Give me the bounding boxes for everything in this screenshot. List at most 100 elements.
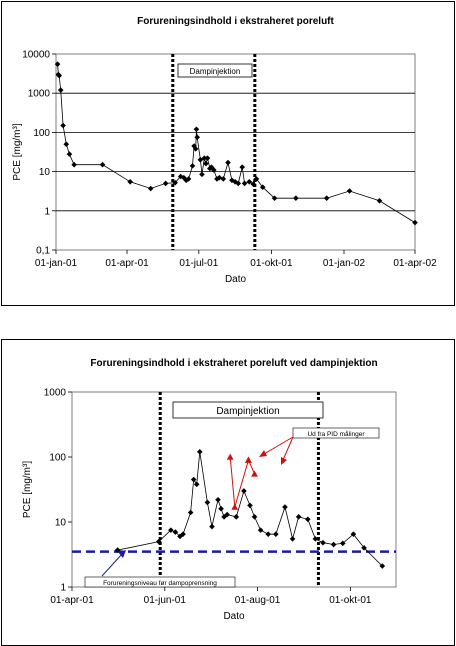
y-tick-label: 0,1: [36, 246, 50, 257]
data-point: [241, 180, 248, 187]
data-point: [221, 514, 227, 520]
annotation-arrow: [282, 436, 294, 461]
data-point: [214, 176, 220, 182]
x-axis-label: Dato: [225, 274, 247, 285]
data-point: [191, 143, 197, 149]
data-point: [181, 174, 187, 181]
chart-panel-1: Forureningsindhold i ekstraheret poreluf…: [1, 1, 455, 306]
annotation-box: [84, 576, 236, 588]
data-point: [361, 545, 367, 551]
data-point: [229, 177, 235, 184]
data-point: [180, 531, 186, 537]
data-point: [259, 184, 266, 190]
pid-data-point: [226, 453, 234, 460]
annotation-box: [292, 427, 380, 439]
annotation-dampinjektion: Dampinjektion: [177, 63, 253, 78]
data-point: [183, 177, 189, 184]
y-tick-label: 1000: [44, 388, 67, 399]
data-point: [99, 161, 106, 168]
annotation-text: Ud fra PID målinger: [307, 430, 365, 438]
data-point: [265, 531, 272, 537]
data-point: [155, 538, 162, 545]
data-point: [376, 197, 383, 204]
annotation-baseline: Forureningsniveau før dampoprensning: [84, 550, 236, 588]
data-point: [257, 527, 264, 533]
data-point: [225, 159, 231, 166]
data-point: [162, 180, 169, 187]
pid-data-point: [251, 470, 258, 477]
data-point: [204, 499, 211, 506]
series-line: [117, 451, 383, 567]
data-point: [71, 161, 77, 168]
arrow-head: [259, 450, 267, 457]
x-tick-label: 01-apr-02: [393, 258, 437, 269]
data-point: [295, 514, 302, 520]
data-point: [233, 514, 240, 520]
data-point: [235, 180, 242, 187]
x-tick-label: 01-jan-01: [35, 258, 78, 269]
data-point: [282, 504, 288, 510]
annotation-arrow: [101, 553, 123, 577]
data-point: [379, 563, 386, 569]
data-point: [185, 176, 192, 182]
y-tick-label: 100: [33, 128, 50, 139]
data-point: [190, 476, 197, 483]
annotation-text: Dampinjektion: [190, 67, 241, 76]
x-tick-label: 01-jun-01: [144, 595, 187, 606]
annotation-pid: Ud fra PID målinger: [259, 427, 380, 465]
data-point: [339, 540, 346, 547]
data-point: [241, 488, 247, 494]
data-point: [211, 167, 217, 173]
annotation-text: Dampinjektion: [216, 406, 279, 417]
chart-panel-2: Forureningsindhold i ekstraheret poreluf…: [1, 339, 455, 646]
data-point: [172, 529, 179, 535]
data-point: [54, 61, 61, 67]
y-tick-label: 100: [49, 453, 66, 464]
data-point: [189, 163, 196, 169]
data-point: [304, 516, 311, 523]
y-tick-label: 1: [44, 206, 50, 217]
data-point: [293, 195, 299, 201]
data-point: [127, 178, 133, 185]
pid-data-point: [245, 456, 252, 463]
data-point: [187, 509, 194, 516]
annotation-box: [177, 63, 253, 78]
data-point: [218, 505, 224, 512]
data-point: [350, 531, 357, 537]
pid-data-point: [231, 503, 239, 510]
data-point: [172, 179, 178, 186]
x-tick-label: 01-aug-01: [235, 595, 281, 606]
y-tick-label: 10: [39, 167, 51, 178]
data-point: [320, 539, 326, 546]
data-point: [194, 134, 201, 141]
y-tick-label: 1: [60, 583, 66, 594]
x-axis-label: Dato: [223, 611, 245, 622]
annotation-arrow: [263, 436, 294, 455]
chart-title: Forureningsindhold i ekstraheret poreluf…: [137, 16, 334, 27]
data-point: [60, 122, 66, 129]
y-tick-label: 10: [55, 518, 67, 529]
x-tick-label: 01-apr-01: [105, 258, 149, 269]
data-point: [232, 178, 238, 185]
data-point: [220, 176, 227, 182]
data-point: [412, 219, 418, 226]
chart-2: Forureningsindhold i ekstraheret poreluf…: [22, 358, 397, 622]
data-point: [57, 87, 64, 93]
data-point: [193, 126, 200, 133]
data-point: [203, 160, 209, 167]
annotation-text: Forureningsniveau før dampoprensning: [103, 580, 217, 587]
data-point: [147, 185, 154, 192]
data-point: [224, 511, 230, 518]
data-point: [193, 481, 200, 488]
data-point: [239, 164, 246, 170]
data-point: [273, 531, 279, 537]
plot-area: [55, 53, 416, 251]
data-point: [271, 195, 278, 201]
data-point: [253, 176, 260, 182]
plot-area: [71, 391, 397, 588]
data-point: [247, 502, 253, 509]
arrow-head: [281, 457, 287, 465]
data-point: [323, 195, 330, 201]
y-tick-label: 1000: [28, 89, 51, 100]
data-point: [216, 174, 223, 181]
